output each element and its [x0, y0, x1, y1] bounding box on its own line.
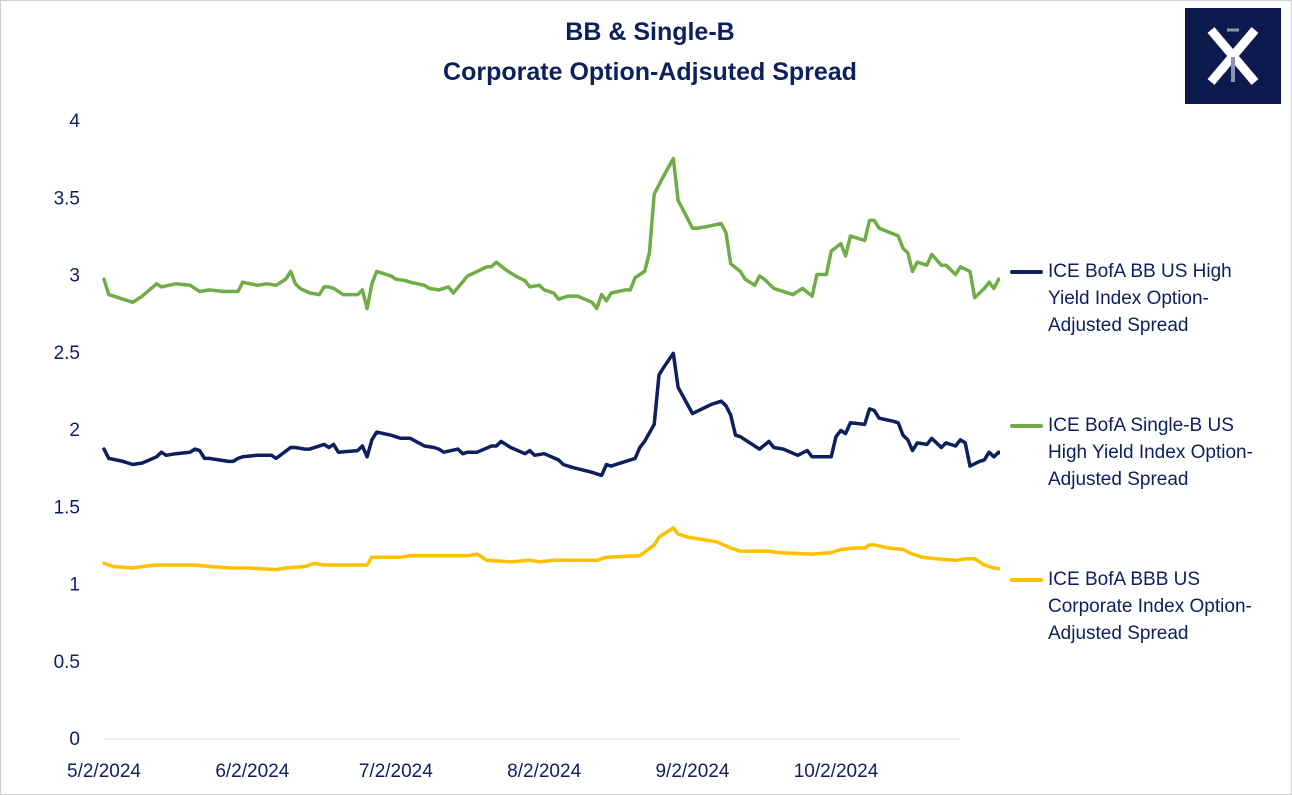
- x-tick-label: 8/2/2024: [507, 761, 581, 782]
- legend-text-line: ICE BofA BB US High: [1048, 261, 1232, 282]
- legend-label-bb[interactable]: ICE BofA BB US High Yield Index Option- …: [1048, 258, 1288, 339]
- x-tick-label: 7/2/2024: [359, 761, 433, 782]
- y-tick-label: 3: [69, 266, 80, 287]
- legend-text-line: ICE BofA Single-B US: [1048, 415, 1234, 436]
- legend-text-line: Adjusted Spread: [1048, 623, 1189, 644]
- legend-line-single-b: [1010, 424, 1043, 428]
- legend-label-bbb[interactable]: ICE BofA BBB US Corporate Index Option- …: [1048, 566, 1288, 647]
- y-tick-label: 0: [69, 729, 80, 750]
- x-tick-label: 6/2/2024: [215, 761, 289, 782]
- y-axis: 0 0.5 1 1.5 2 2.5 3 3.5 4: [54, 111, 81, 750]
- y-tick-label: 3.5: [54, 188, 80, 209]
- series-line-bbb[interactable]: [102, 526, 1000, 576]
- line-chart: 0 0.5 1 1.5 2 2.5 3 3.5 4 5/2/2024 6/2/2024 7/2/20…: [54, 111, 1000, 782]
- x-tick-label: 5/2/2024: [67, 761, 141, 782]
- legend-text-line: ICE BofA BBB US: [1048, 569, 1201, 590]
- x-logo-icon: [1185, 8, 1281, 104]
- series-line-single-b[interactable]: [102, 156, 1000, 311]
- legend-text-line: High Yield Index Option-: [1048, 442, 1253, 463]
- x-axis: 5/2/2024 6/2/2024 7/2/2024 8/2/2024 9/2/2024…: [67, 761, 879, 782]
- y-tick-label: 4: [69, 111, 80, 132]
- legend-text-line: Corporate Index Option-: [1048, 596, 1252, 617]
- legend-text-line: Yield Index Option-: [1048, 288, 1209, 309]
- chart-title-line-1: BB & Single-B: [565, 18, 735, 46]
- y-tick-label: 1.5: [54, 497, 80, 518]
- series-group: [102, 156, 1000, 576]
- legend-line-bbb: [1010, 578, 1043, 582]
- legend-text-line: Adjusted Spread: [1048, 315, 1189, 336]
- y-tick-label: 2: [69, 420, 80, 441]
- series-line-bb[interactable]: [102, 351, 1000, 478]
- x-tick-label: 9/2/2024: [655, 761, 729, 782]
- y-tick-label: 2.5: [54, 343, 80, 364]
- y-tick-label: 0.5: [54, 652, 80, 673]
- legend-text-line: Adjusted Spread: [1048, 469, 1189, 490]
- chart-title-line-2: Corporate Option-Adjsuted Spread: [443, 58, 857, 86]
- x-tick-label: 10/2/2024: [794, 761, 879, 782]
- legend-label-single-b[interactable]: ICE BofA Single-B US High Yield Index Op…: [1048, 412, 1288, 493]
- legend-line-bb: [1010, 270, 1043, 274]
- y-tick-label: 1: [69, 575, 80, 596]
